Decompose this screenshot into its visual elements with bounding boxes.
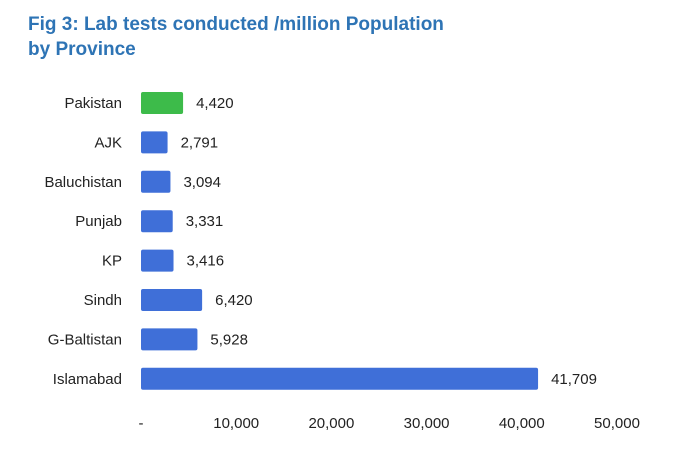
category-label-pakistan: Pakistan [64, 95, 122, 112]
bar-baluchistan [141, 170, 171, 193]
x-tick-label: 10,000 [213, 415, 259, 432]
x-tick-label: 30,000 [404, 415, 450, 432]
value-label-pakistan: 4,420 [196, 95, 234, 112]
bar-islamabad [141, 367, 539, 390]
value-label-ajk: 2,791 [181, 134, 219, 151]
bar-pakistan [141, 92, 184, 114]
x-tick-label: 40,000 [499, 415, 545, 432]
value-label-sindh: 6,420 [215, 292, 253, 309]
category-label-islamabad: Islamabad [53, 371, 122, 388]
bar-kp [141, 249, 174, 272]
chart-title-line-1: Fig 3: Lab tests conducted /million Popu… [28, 14, 444, 35]
x-tick-label: - [139, 415, 144, 432]
x-tick-label: 20,000 [308, 415, 354, 432]
category-label-punjab: Punjab [75, 213, 122, 230]
category-label-sindh: Sindh [84, 292, 122, 309]
value-label-g-baltistan: 5,928 [210, 331, 248, 348]
value-label-baluchistan: 3,094 [183, 174, 221, 191]
x-tick-label: 50,000 [594, 415, 640, 432]
category-label-baluchistan: Baluchistan [44, 174, 122, 191]
value-label-islamabad: 41,709 [551, 371, 597, 388]
bar-sindh [141, 289, 203, 311]
category-label-kp: KP [102, 253, 122, 270]
bar-punjab [141, 210, 173, 233]
value-label-punjab: 3,331 [186, 213, 224, 230]
bar-ajk [141, 131, 168, 154]
value-label-kp: 3,416 [187, 253, 225, 270]
chart-title: Fig 3: Lab tests conducted /million Popu… [28, 12, 628, 62]
category-label-ajk: AJK [94, 134, 122, 151]
chart-title-line-2: by Province [28, 39, 136, 60]
bar-g-baltistan [141, 328, 198, 351]
category-label-g-baltistan: G-Baltistan [48, 331, 122, 348]
